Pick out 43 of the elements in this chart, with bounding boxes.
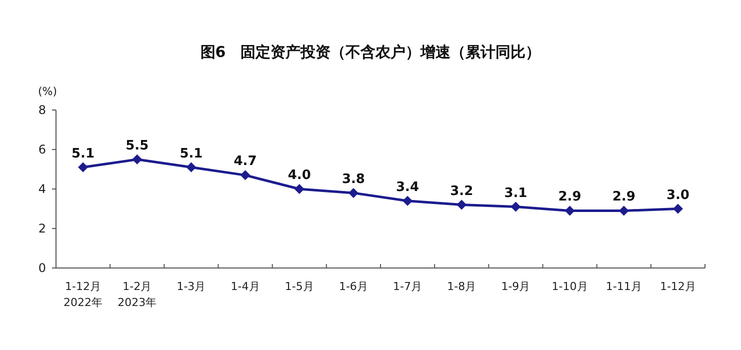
point <box>672 204 683 214</box>
point <box>564 206 575 216</box>
point <box>618 206 629 216</box>
point <box>240 170 250 180</box>
x-tick-label: 1-9月 <box>501 280 530 293</box>
y-tick-label: 8 <box>38 103 46 117</box>
data-label: 5.1 <box>72 146 95 162</box>
point <box>186 162 196 172</box>
x-tick-label: 1-8月 <box>447 280 476 293</box>
y-axis-title: (%) <box>38 85 58 98</box>
point <box>402 196 413 206</box>
point <box>510 202 521 212</box>
y-tick-label: 6 <box>38 142 46 156</box>
point <box>456 200 467 210</box>
data-label: 3.2 <box>450 184 474 199</box>
x-tick-label: 1-10月 <box>552 280 588 293</box>
chart-title: 图6 固定资产投资（不含农户）增速（累计同比） <box>200 43 541 61</box>
y-tick-label: 0 <box>38 261 46 275</box>
y-tick-label: 2 <box>38 222 46 236</box>
x-tick-label: 1-7月 <box>393 280 422 293</box>
data-label: 5.5 <box>126 138 149 154</box>
data-label: 3.0 <box>666 188 690 203</box>
data-label: 2.9 <box>612 190 636 205</box>
point <box>78 162 88 172</box>
x-tick-label: 1-12月 2022年 <box>64 280 103 309</box>
data-label: 4.7 <box>234 154 257 170</box>
data-label: 3.4 <box>396 180 420 195</box>
point <box>132 154 142 164</box>
x-tick-label: 1-3月 <box>176 280 206 293</box>
point <box>348 188 358 198</box>
x-tick-label: 1-12月 <box>660 280 696 293</box>
data-label: 2.9 <box>558 190 582 205</box>
data-label: 5.1 <box>180 146 203 162</box>
data-label: 4.0 <box>288 168 311 183</box>
x-tick-label: 1-5月 <box>284 280 314 293</box>
x-tick-label: 1-6月 <box>338 280 368 293</box>
point <box>294 184 304 194</box>
x-tick-label: 1-4月 <box>230 280 260 293</box>
x-tick-label: 1-2月 2023年 <box>118 280 157 309</box>
data-label: 3.8 <box>342 172 365 187</box>
y-tick-label: 4 <box>38 182 46 196</box>
x-tick-label: 1-11月 <box>606 280 642 293</box>
data-label: 3.1 <box>504 186 528 201</box>
